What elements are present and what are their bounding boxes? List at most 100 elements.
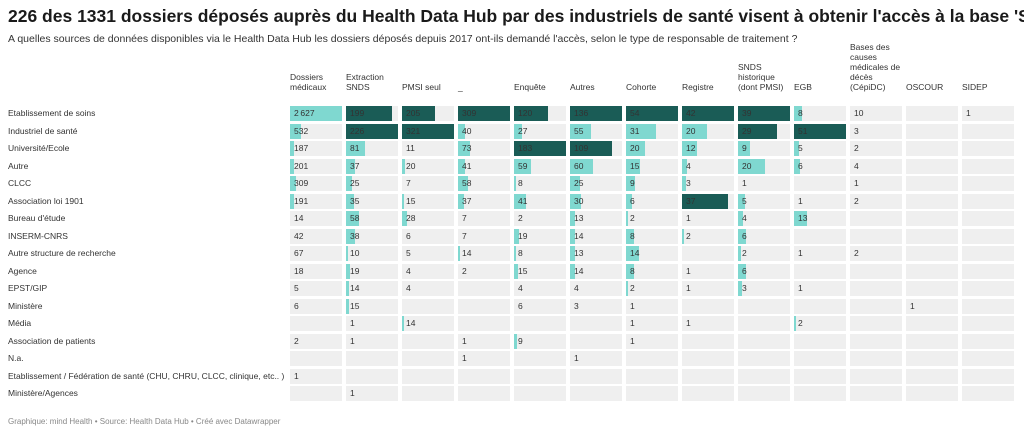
value-bar bbox=[458, 193, 464, 209]
cell-value: 14 bbox=[574, 265, 584, 276]
table-cell: 2 bbox=[626, 281, 678, 296]
cell-value: 5 bbox=[406, 248, 411, 258]
value-bar bbox=[514, 141, 566, 156]
table-cell: 1 bbox=[458, 333, 510, 349]
value-bar bbox=[794, 316, 796, 331]
cell-value: 14 bbox=[350, 283, 360, 293]
cell-value: 37 bbox=[462, 195, 472, 206]
value-bar bbox=[626, 176, 635, 191]
table-cell: 6 bbox=[738, 228, 790, 244]
value-bar bbox=[514, 123, 522, 139]
table-cell: 183 bbox=[514, 141, 566, 156]
row-label: Média bbox=[8, 318, 32, 328]
row-label: Université/Ecole bbox=[8, 143, 70, 153]
table-cell: 41 bbox=[458, 158, 510, 174]
column-header: PMSI seul bbox=[402, 82, 441, 92]
table-cell bbox=[458, 316, 510, 331]
cell-value: 4 bbox=[742, 213, 747, 223]
column-header: EGB bbox=[794, 82, 812, 92]
table-cell: 7 bbox=[458, 211, 510, 226]
cell-value: 14 bbox=[294, 213, 304, 223]
table-cell bbox=[962, 368, 1014, 384]
cell-value: 15 bbox=[350, 300, 360, 311]
cell-value: 6 bbox=[742, 265, 747, 276]
cell-value: 4 bbox=[686, 160, 691, 171]
table-cell: 1 bbox=[682, 281, 734, 296]
cell-value: 19 bbox=[518, 230, 528, 241]
value-bar bbox=[346, 106, 392, 121]
table-cell: 226 bbox=[346, 123, 398, 139]
table-cell bbox=[290, 316, 342, 331]
cell-value: 14 bbox=[462, 248, 472, 258]
cell-value: 14 bbox=[406, 318, 416, 328]
value-bar bbox=[290, 141, 294, 156]
table-cell bbox=[794, 368, 846, 384]
table-cell: 2 bbox=[682, 228, 734, 244]
table-cell: 4 bbox=[738, 211, 790, 226]
cell-value: 27 bbox=[518, 125, 528, 136]
table-cell: 1 bbox=[738, 176, 790, 191]
cell-value: 25 bbox=[350, 178, 360, 188]
table-cell: 3 bbox=[570, 298, 622, 314]
value-bar bbox=[570, 263, 575, 279]
cell-value: 1 bbox=[742, 178, 747, 188]
cell-value: 40 bbox=[462, 125, 472, 136]
value-bar bbox=[514, 176, 516, 191]
value-bar bbox=[682, 193, 728, 209]
table-cell bbox=[906, 141, 958, 156]
table-cell: 37 bbox=[682, 193, 734, 209]
table-cell: 14 bbox=[570, 263, 622, 279]
value-bar bbox=[290, 106, 342, 121]
table-cell: 18 bbox=[290, 263, 342, 279]
table-cell: 1 bbox=[346, 333, 398, 349]
column-header: Bases des causes médicales de décès (Cép… bbox=[850, 42, 901, 92]
value-bar bbox=[626, 123, 656, 139]
table-cell: 40 bbox=[458, 123, 510, 139]
table-cell bbox=[738, 333, 790, 349]
cell-value: 28 bbox=[406, 213, 416, 223]
cell-value: 205 bbox=[406, 108, 421, 118]
value-bar bbox=[290, 176, 296, 191]
cell-value: 51 bbox=[798, 125, 808, 136]
value-bar bbox=[738, 106, 790, 121]
table-cell bbox=[290, 351, 342, 366]
value-bar bbox=[570, 211, 575, 226]
cell-value: 8 bbox=[630, 265, 635, 276]
cell-value: 1 bbox=[350, 388, 355, 398]
value-bar bbox=[682, 141, 697, 156]
column-header: Extraction SNDS bbox=[346, 72, 384, 92]
table-cell: 4 bbox=[402, 263, 454, 279]
cell-value: 39 bbox=[742, 108, 752, 118]
table-cell: 27 bbox=[514, 123, 566, 139]
cell-value: 3 bbox=[742, 283, 747, 293]
table-cell bbox=[458, 298, 510, 314]
table-cell: 5 bbox=[402, 246, 454, 261]
table-cell: 3 bbox=[738, 281, 790, 296]
cell-value: 2 bbox=[630, 283, 635, 293]
table-cell bbox=[794, 333, 846, 349]
table-cell bbox=[738, 298, 790, 314]
cell-value: 67 bbox=[294, 248, 304, 258]
table-cell: 51 bbox=[794, 123, 846, 139]
cell-value: 10 bbox=[854, 108, 864, 118]
table-cell: 4 bbox=[682, 158, 734, 174]
cell-value: 1 bbox=[686, 265, 691, 276]
table-cell bbox=[402, 368, 454, 384]
table-cell: 35 bbox=[346, 193, 398, 209]
cell-value: 5 bbox=[294, 283, 299, 293]
row-label: Etablissement / Fédération de santé (CHU… bbox=[8, 370, 285, 381]
table-cell: 13 bbox=[570, 211, 622, 226]
cell-value: 191 bbox=[294, 195, 309, 206]
table-cell bbox=[850, 333, 902, 349]
cell-value: 8 bbox=[518, 178, 523, 188]
value-bar bbox=[514, 158, 531, 174]
table-cell bbox=[794, 386, 846, 401]
table-cell: 3 bbox=[682, 176, 734, 191]
table-cell: 60 bbox=[570, 158, 622, 174]
cell-value: 9 bbox=[518, 335, 523, 346]
table-cell: 1 bbox=[346, 386, 398, 401]
table-cell bbox=[962, 281, 1014, 296]
table-cell: 6 bbox=[402, 228, 454, 244]
value-bar bbox=[682, 106, 734, 121]
table-cell bbox=[626, 351, 678, 366]
